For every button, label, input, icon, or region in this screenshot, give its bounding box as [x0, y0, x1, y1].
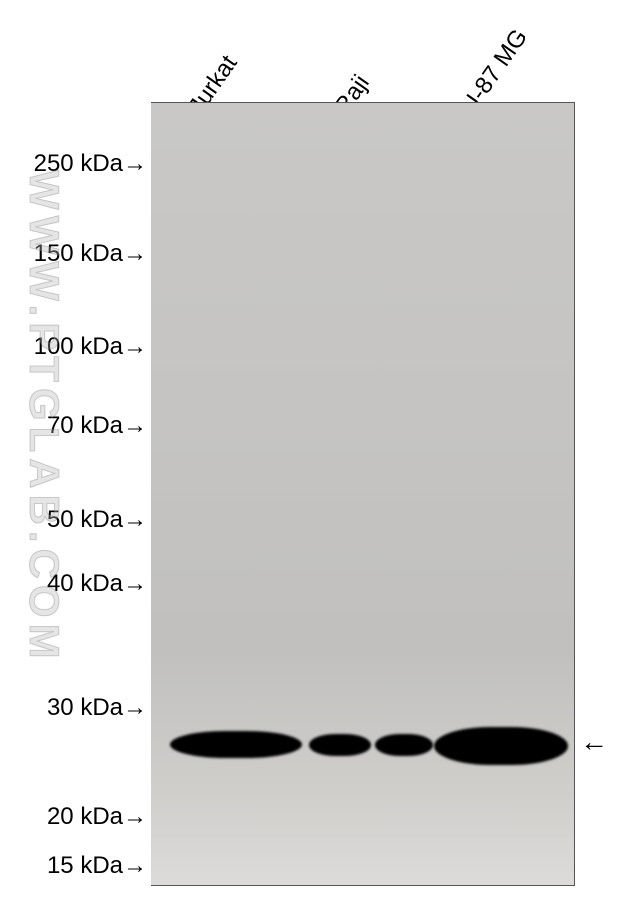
band-jurkat — [170, 731, 302, 758]
blot-membrane — [151, 102, 575, 886]
mw-marker-100: 100 kDa→ — [34, 333, 147, 361]
mw-marker-20: 20 kDa→ — [47, 803, 147, 831]
mw-marker-150: 150 kDa→ — [34, 240, 147, 268]
band-indicator-arrow: ← — [580, 726, 608, 758]
mw-marker-250: 250 kDa→ — [34, 150, 147, 178]
mw-marker-15: 15 kDa→ — [47, 852, 147, 880]
western-blot-figure: Jurkat Raji U-87 MG 250 kDa→ 150 kDa→ 10… — [0, 0, 640, 903]
mw-marker-70: 70 kDa→ — [47, 412, 147, 440]
band-raji-left — [309, 734, 371, 756]
band-raji-right — [375, 734, 433, 756]
mw-marker-30: 30 kDa→ — [47, 694, 147, 722]
band-u87mg — [434, 727, 568, 765]
blot-background — [151, 103, 574, 885]
mw-marker-40: 40 kDa→ — [47, 570, 147, 598]
mw-marker-50: 50 kDa→ — [47, 506, 147, 534]
